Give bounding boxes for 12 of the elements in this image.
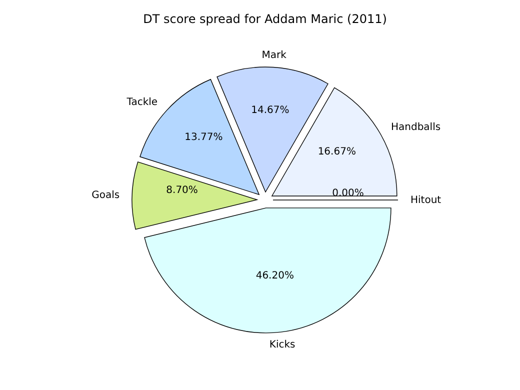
slice-label: Kicks bbox=[269, 339, 296, 350]
data-label: 14.67% bbox=[251, 105, 290, 116]
data-label: 8.70% bbox=[166, 185, 198, 196]
category-label: Hitout bbox=[410, 195, 442, 206]
data-label: 13.77% bbox=[184, 132, 223, 144]
slice-label: Mark bbox=[262, 50, 287, 61]
chart-title: DT score spread for Addam Maric (2011) bbox=[143, 12, 387, 26]
slice-label: Handballs bbox=[391, 122, 441, 134]
data-label: 16.67% bbox=[318, 146, 356, 158]
slice-label: Tackle bbox=[126, 96, 158, 108]
slice-label: Goals bbox=[92, 190, 120, 202]
data-label: 46.20% bbox=[256, 270, 294, 282]
